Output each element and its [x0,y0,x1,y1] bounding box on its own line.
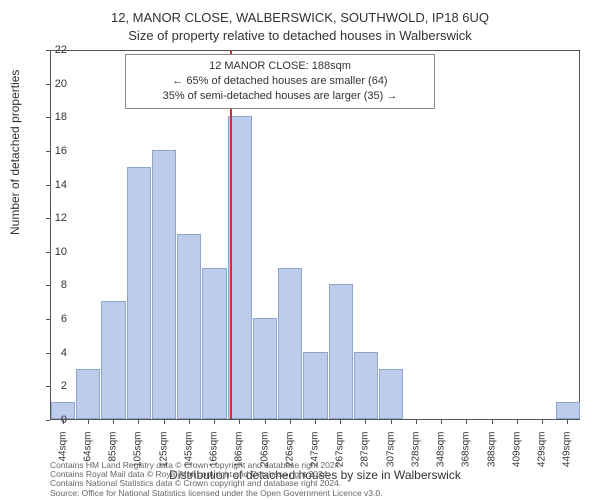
chart-title-sub: Size of property relative to detached ho… [0,28,600,43]
y-tick-label: 12 [37,212,67,224]
y-tick-label: 8 [37,279,67,291]
y-tick-label: 22 [37,44,67,56]
histogram-bar [127,167,151,419]
histogram-bar [76,369,100,419]
histogram-bar [278,268,302,419]
histogram-bar [303,352,327,419]
histogram-bar [253,318,277,419]
histogram-bar [379,369,403,419]
histogram-bar [152,150,176,419]
footer-attribution: Contains HM Land Registry data © Crown c… [50,461,580,498]
histogram-bar [202,268,226,419]
info-line-3: 35% of semi-detached houses are larger (… [134,89,426,104]
y-tick-label: 16 [37,145,67,157]
histogram-bar [329,284,353,419]
histogram-bar [354,352,378,419]
y-tick-label: 20 [37,78,67,90]
histogram-bar [177,234,201,419]
y-tick-label: 10 [37,246,67,258]
info-box: 12 MANOR CLOSE: 188sqm ← 65% of detached… [125,54,435,109]
info-line-1: 12 MANOR CLOSE: 188sqm [134,59,426,74]
y-axis-label: Number of detached properties [8,70,22,235]
histogram-bar [556,402,580,419]
info-line-2: ← 65% of detached houses are smaller (64… [134,74,426,89]
y-tick-label: 4 [37,347,67,359]
y-tick-label: 6 [37,313,67,325]
chart-title-main: 12, MANOR CLOSE, WALBERSWICK, SOUTHWOLD,… [0,10,600,25]
chart-container: 12, MANOR CLOSE, WALBERSWICK, SOUTHWOLD,… [0,0,600,500]
y-tick-label: 2 [37,380,67,392]
y-tick-label: 18 [37,111,67,123]
y-tick-label: 14 [37,179,67,191]
histogram-bar [101,301,125,419]
footer-line-4: Source: Office for National Statistics l… [50,489,580,498]
